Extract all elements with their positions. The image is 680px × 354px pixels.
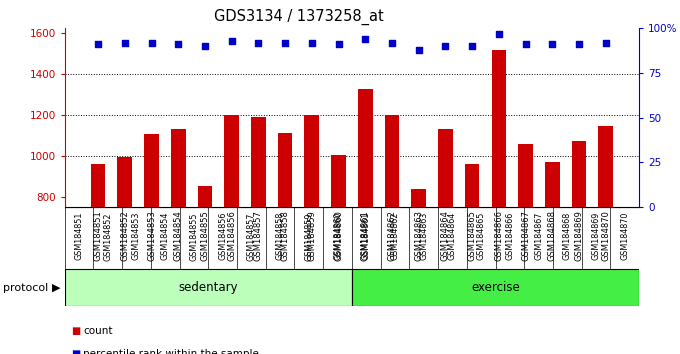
Text: GSM184854: GSM184854 xyxy=(160,212,169,261)
Point xyxy=(307,40,318,45)
Bar xyxy=(438,130,453,354)
Text: GSM184869: GSM184869 xyxy=(592,212,600,261)
Point xyxy=(520,41,531,47)
Bar xyxy=(465,164,479,354)
Point xyxy=(413,47,424,53)
Text: GSM184865: GSM184865 xyxy=(477,212,486,261)
Text: GSM184855: GSM184855 xyxy=(190,212,199,261)
Text: GSM184856: GSM184856 xyxy=(218,212,227,261)
Text: count: count xyxy=(83,326,112,336)
Text: GSM184853: GSM184853 xyxy=(132,212,141,261)
Point xyxy=(440,44,451,49)
Bar xyxy=(118,157,132,354)
Bar xyxy=(352,269,639,306)
Bar xyxy=(545,162,560,354)
Bar xyxy=(598,126,613,354)
Text: GSM184861: GSM184861 xyxy=(362,212,371,260)
Point xyxy=(253,40,264,45)
Text: GSM184857: GSM184857 xyxy=(247,212,256,261)
Text: sedentary: sedentary xyxy=(178,281,238,294)
Point xyxy=(279,40,290,45)
Text: GSM184867: GSM184867 xyxy=(534,212,543,261)
Text: ■: ■ xyxy=(71,326,81,336)
Bar xyxy=(65,269,352,306)
Text: GDS3134 / 1373258_at: GDS3134 / 1373258_at xyxy=(214,9,384,25)
Bar xyxy=(198,185,212,354)
Bar xyxy=(90,164,105,354)
Text: GSM184870: GSM184870 xyxy=(620,212,629,261)
Text: GSM184860: GSM184860 xyxy=(333,212,342,260)
Point xyxy=(226,38,237,44)
Bar xyxy=(305,115,319,354)
Text: exercise: exercise xyxy=(471,281,520,294)
Text: GSM184868: GSM184868 xyxy=(563,212,572,260)
Bar xyxy=(331,155,346,354)
Bar xyxy=(277,132,292,354)
Text: ▶: ▶ xyxy=(52,282,61,293)
Point xyxy=(199,44,210,49)
Text: GSM184863: GSM184863 xyxy=(420,212,428,260)
Text: percentile rank within the sample: percentile rank within the sample xyxy=(83,349,259,354)
Bar xyxy=(251,117,266,354)
Bar xyxy=(492,50,506,354)
Text: protocol: protocol xyxy=(3,282,49,293)
Point xyxy=(120,40,131,45)
Point xyxy=(466,44,477,49)
Text: GSM184852: GSM184852 xyxy=(103,212,112,261)
Text: ■: ■ xyxy=(71,349,81,354)
Bar xyxy=(411,189,426,354)
Text: GSM184862: GSM184862 xyxy=(390,212,399,261)
Bar xyxy=(518,144,533,354)
Bar xyxy=(572,141,586,354)
Point xyxy=(386,40,397,45)
Bar xyxy=(224,115,239,354)
Text: GSM184858: GSM184858 xyxy=(275,212,284,261)
Point xyxy=(173,41,184,47)
Bar xyxy=(171,130,186,354)
Bar xyxy=(385,115,399,354)
Bar xyxy=(358,88,373,354)
Text: GSM184864: GSM184864 xyxy=(448,212,457,260)
Point xyxy=(494,31,505,36)
Text: GSM184866: GSM184866 xyxy=(505,212,514,260)
Point xyxy=(146,40,157,45)
Point xyxy=(573,41,584,47)
Point xyxy=(360,36,371,42)
Bar xyxy=(144,133,159,354)
Text: GSM184859: GSM184859 xyxy=(305,212,313,261)
Point xyxy=(600,40,611,45)
Point xyxy=(333,41,344,47)
Point xyxy=(92,41,103,47)
Text: GSM184851: GSM184851 xyxy=(75,212,84,261)
Point xyxy=(547,41,558,47)
